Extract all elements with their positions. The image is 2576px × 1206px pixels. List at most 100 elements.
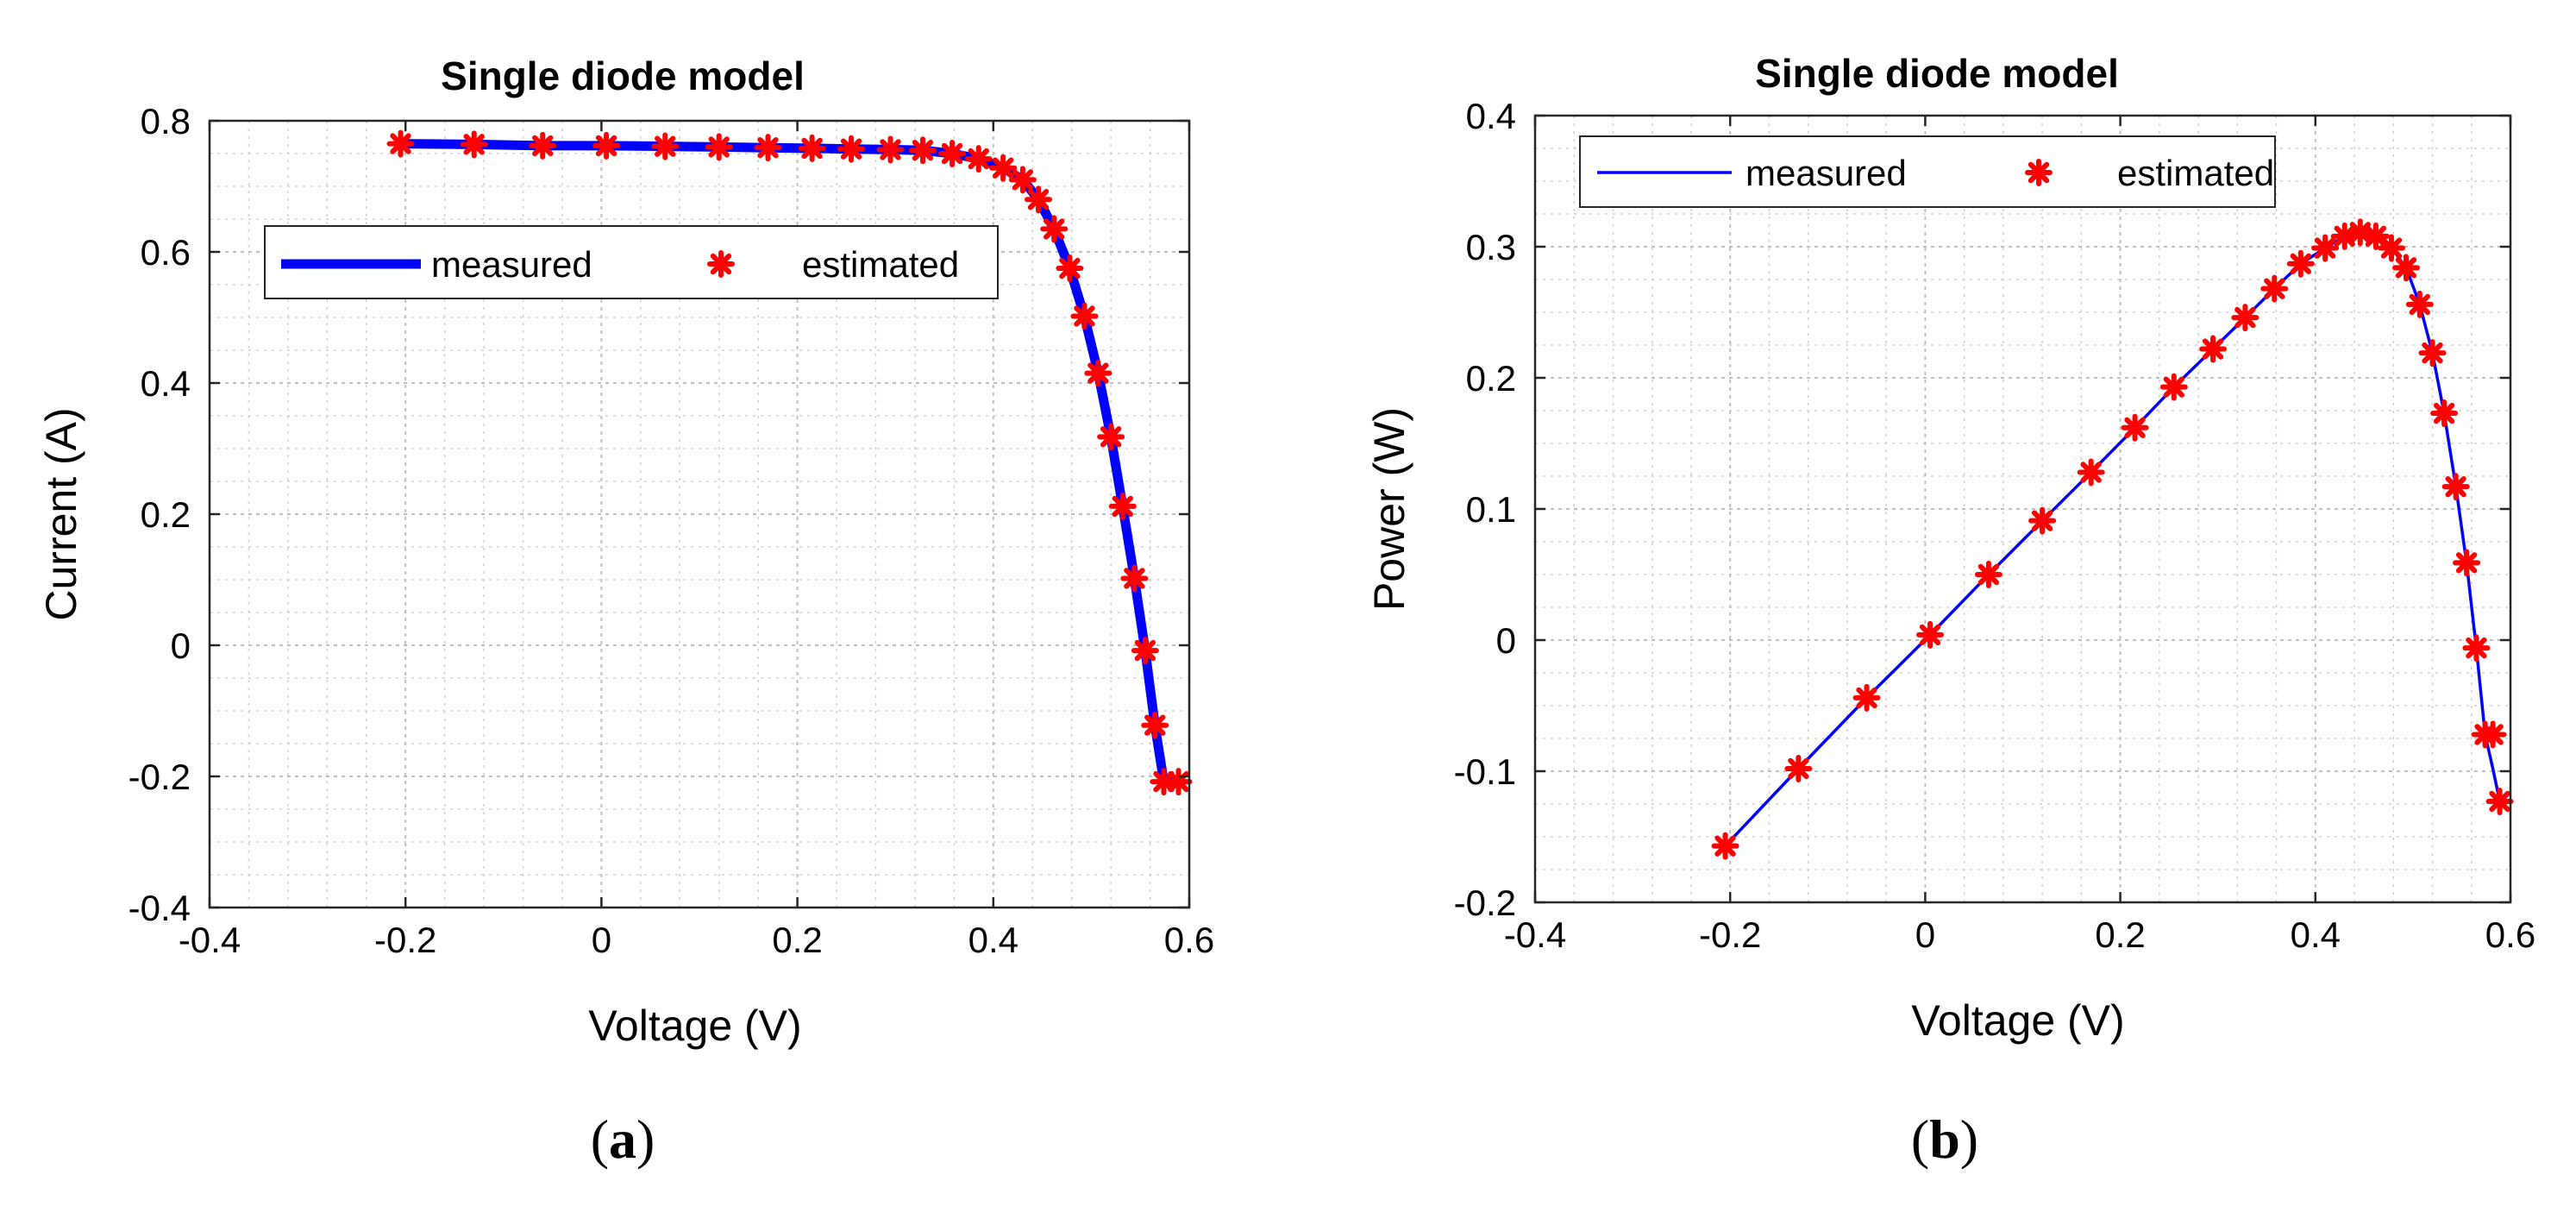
- chart-b-ytick-label: 0.1: [1466, 489, 1516, 530]
- chart-a-ticks: -0.4 -0.2 0 0.2 0.4 0.6 -0.4 -0.2 0 0.2 0.4 0.6 0.8: [128, 101, 1215, 960]
- chart-a-estimated-point: [837, 135, 866, 163]
- chart-a-estimated-point: [876, 135, 905, 164]
- caption-b-letter: b: [1929, 1109, 1960, 1170]
- chart-a-estimated-point: [1120, 564, 1149, 593]
- chart-b-estimated-point: [2311, 234, 2340, 262]
- chart-b-estimated-point: [1974, 561, 2003, 588]
- chart-b-ytick-label: 0: [1496, 620, 1516, 661]
- panel-b: Single diode model -0.4 -0.2 0 0.2 0.4 0.6-0.…: [1365, 51, 2535, 1170]
- chart-b-xlabel: Voltage (V): [1911, 996, 2124, 1045]
- chart-b-ytick-label: -0.1: [1454, 751, 1516, 792]
- chart-a-ytick-label: -0.2: [128, 757, 191, 797]
- chart-b-legend-star: [2025, 159, 2053, 186]
- chart-b-xtick-label: 0: [1915, 914, 1935, 955]
- chart-a-estimated-point: [1025, 185, 1053, 214]
- chart-b-ytick-label: 0.3: [1466, 227, 1516, 267]
- chart-a-estimated-point: [1070, 302, 1099, 330]
- chart-a-xtick-label: -0.2: [374, 920, 436, 960]
- chart-a-estimated-point: [1141, 711, 1169, 739]
- caption-a-letter: a: [609, 1109, 636, 1170]
- chart-b-estimated-point: [1711, 832, 1739, 860]
- chart-b-estimated-point: [2361, 222, 2390, 250]
- chart-a-legend-measured: measured: [431, 244, 592, 285]
- chart-b-estimated-point: [2121, 413, 2149, 442]
- chart-b-estimated-point: [2286, 249, 2315, 278]
- chart-a-estimated-point: [938, 140, 967, 167]
- chart-b-estimated-point: [2453, 549, 2481, 577]
- chart-a-legend-estimated: estimated: [802, 244, 959, 285]
- chart-b-estimated-point: [2479, 720, 2507, 749]
- chart-b-title: Single diode model: [1755, 51, 2119, 96]
- chart-a-estimated-point: [1084, 359, 1113, 387]
- chart-a-grid: [210, 121, 1189, 908]
- chart-b-estimated-point: [2260, 274, 2289, 303]
- caption-b: (b): [1911, 1109, 1978, 1170]
- chart-b-ytick-label: 0.4: [1466, 96, 1516, 136]
- chart-a-measured-line: [396, 139, 1183, 787]
- chart-a-series: [386, 129, 1193, 796]
- chart-a-xtick-label: -0.4: [179, 920, 241, 960]
- chart-b-xtick-label: 0.6: [2485, 914, 2535, 955]
- chart-a-estimated-point: [989, 154, 1018, 182]
- chart-a-estimated-point: [1097, 423, 1125, 451]
- chart-b-measured-line: [1723, 230, 2502, 848]
- chart-a-estimated-point: [754, 134, 782, 162]
- chart-a-estimated-point: [1150, 768, 1178, 796]
- chart-b-estimated-point: [2378, 234, 2406, 262]
- chart-a-estimated-point: [1164, 768, 1193, 796]
- chart-b-legend-estimated: estimated: [2117, 153, 2274, 193]
- chart-a-estimated-point: [651, 132, 680, 160]
- chart-b-ytick-label: -0.2: [1454, 883, 1516, 923]
- chart-b-legend-measured: measured: [1746, 153, 1907, 193]
- chart-a-estimated-point: [1131, 637, 1159, 665]
- chart-a-estimated-point: [529, 131, 557, 160]
- caption-a: (a): [591, 1109, 655, 1170]
- chart-b-estimated-point: [2441, 473, 2470, 501]
- chart-a-ytick-label: 0.4: [141, 363, 191, 404]
- chart-a-estimated-point: [1040, 215, 1069, 243]
- chart-a-estimated-point: [705, 133, 733, 161]
- chart-a-xlabel: Voltage (V): [588, 1002, 801, 1050]
- chart-a-estimated-point: [1056, 254, 1084, 282]
- chart-b-estimated-point: [2391, 254, 2420, 282]
- chart-b-legend: measured estimated: [1579, 135, 2276, 208]
- chart-a-ytick-label: 0.8: [141, 101, 191, 141]
- chart-b-estimated-point: [2430, 399, 2459, 428]
- chart-a-xtick-label: 0: [592, 920, 611, 960]
- chart-b-plot-area: [1535, 116, 2510, 902]
- chart-b-estimated-point: [1852, 683, 1881, 712]
- chart-a-title: Single diode model: [441, 53, 805, 98]
- chart-a-estimated-point: [798, 134, 826, 162]
- chart-b-estimated-point: [2346, 218, 2374, 247]
- chart-a-ytick-label: 0.6: [141, 232, 191, 273]
- chart-a-estimated-point: [1008, 166, 1037, 194]
- chart-b-estimated-point: [1916, 620, 1945, 649]
- chart-b-estimated-point: [2199, 335, 2228, 363]
- chart-b-estimated-point: [1784, 754, 1813, 782]
- chart-b-estimated-point: [2485, 787, 2514, 815]
- chart-b-xtick-label: -0.2: [1699, 914, 1761, 955]
- chart-b-ylabel: Power (W): [1365, 407, 1413, 611]
- chart-a-estimated-point: [909, 136, 937, 165]
- chart-b-grid: [1535, 116, 2510, 902]
- chart-b-series: [1711, 218, 2514, 860]
- chart-a-ylabel: Current (A): [37, 407, 85, 620]
- chart-b-ytick-label: 0.2: [1466, 358, 1516, 399]
- chart-b-estimated-point: [2418, 339, 2447, 367]
- chart-b-xtick-label: 0.2: [2095, 914, 2145, 955]
- chart-a-ytick-label: -0.4: [128, 888, 191, 928]
- chart-b-estimated-point: [2462, 634, 2491, 663]
- panel-a: Single diode model -0.4 -0.2 0 0.2 0.4 0.6 -0.…: [37, 53, 1214, 1170]
- chart-b-estimated-point: [2077, 458, 2105, 487]
- chart-a-ytick-label: 0: [171, 625, 191, 666]
- chart-a-xtick-label: 0.6: [1164, 920, 1214, 960]
- chart-a-legend: measured estimated: [264, 225, 999, 299]
- chart-a-legend-star: [707, 250, 735, 278]
- chart-b-estimated-point: [2159, 373, 2188, 401]
- chart-b-xtick-label: 0.4: [2291, 914, 2341, 955]
- chart-a-ytick-label: 0.2: [141, 494, 191, 535]
- chart-b-estimated-point: [2028, 506, 2057, 535]
- chart-a-xtick-label: 0.4: [968, 920, 1018, 960]
- chart-a-estimated-point: [386, 129, 415, 158]
